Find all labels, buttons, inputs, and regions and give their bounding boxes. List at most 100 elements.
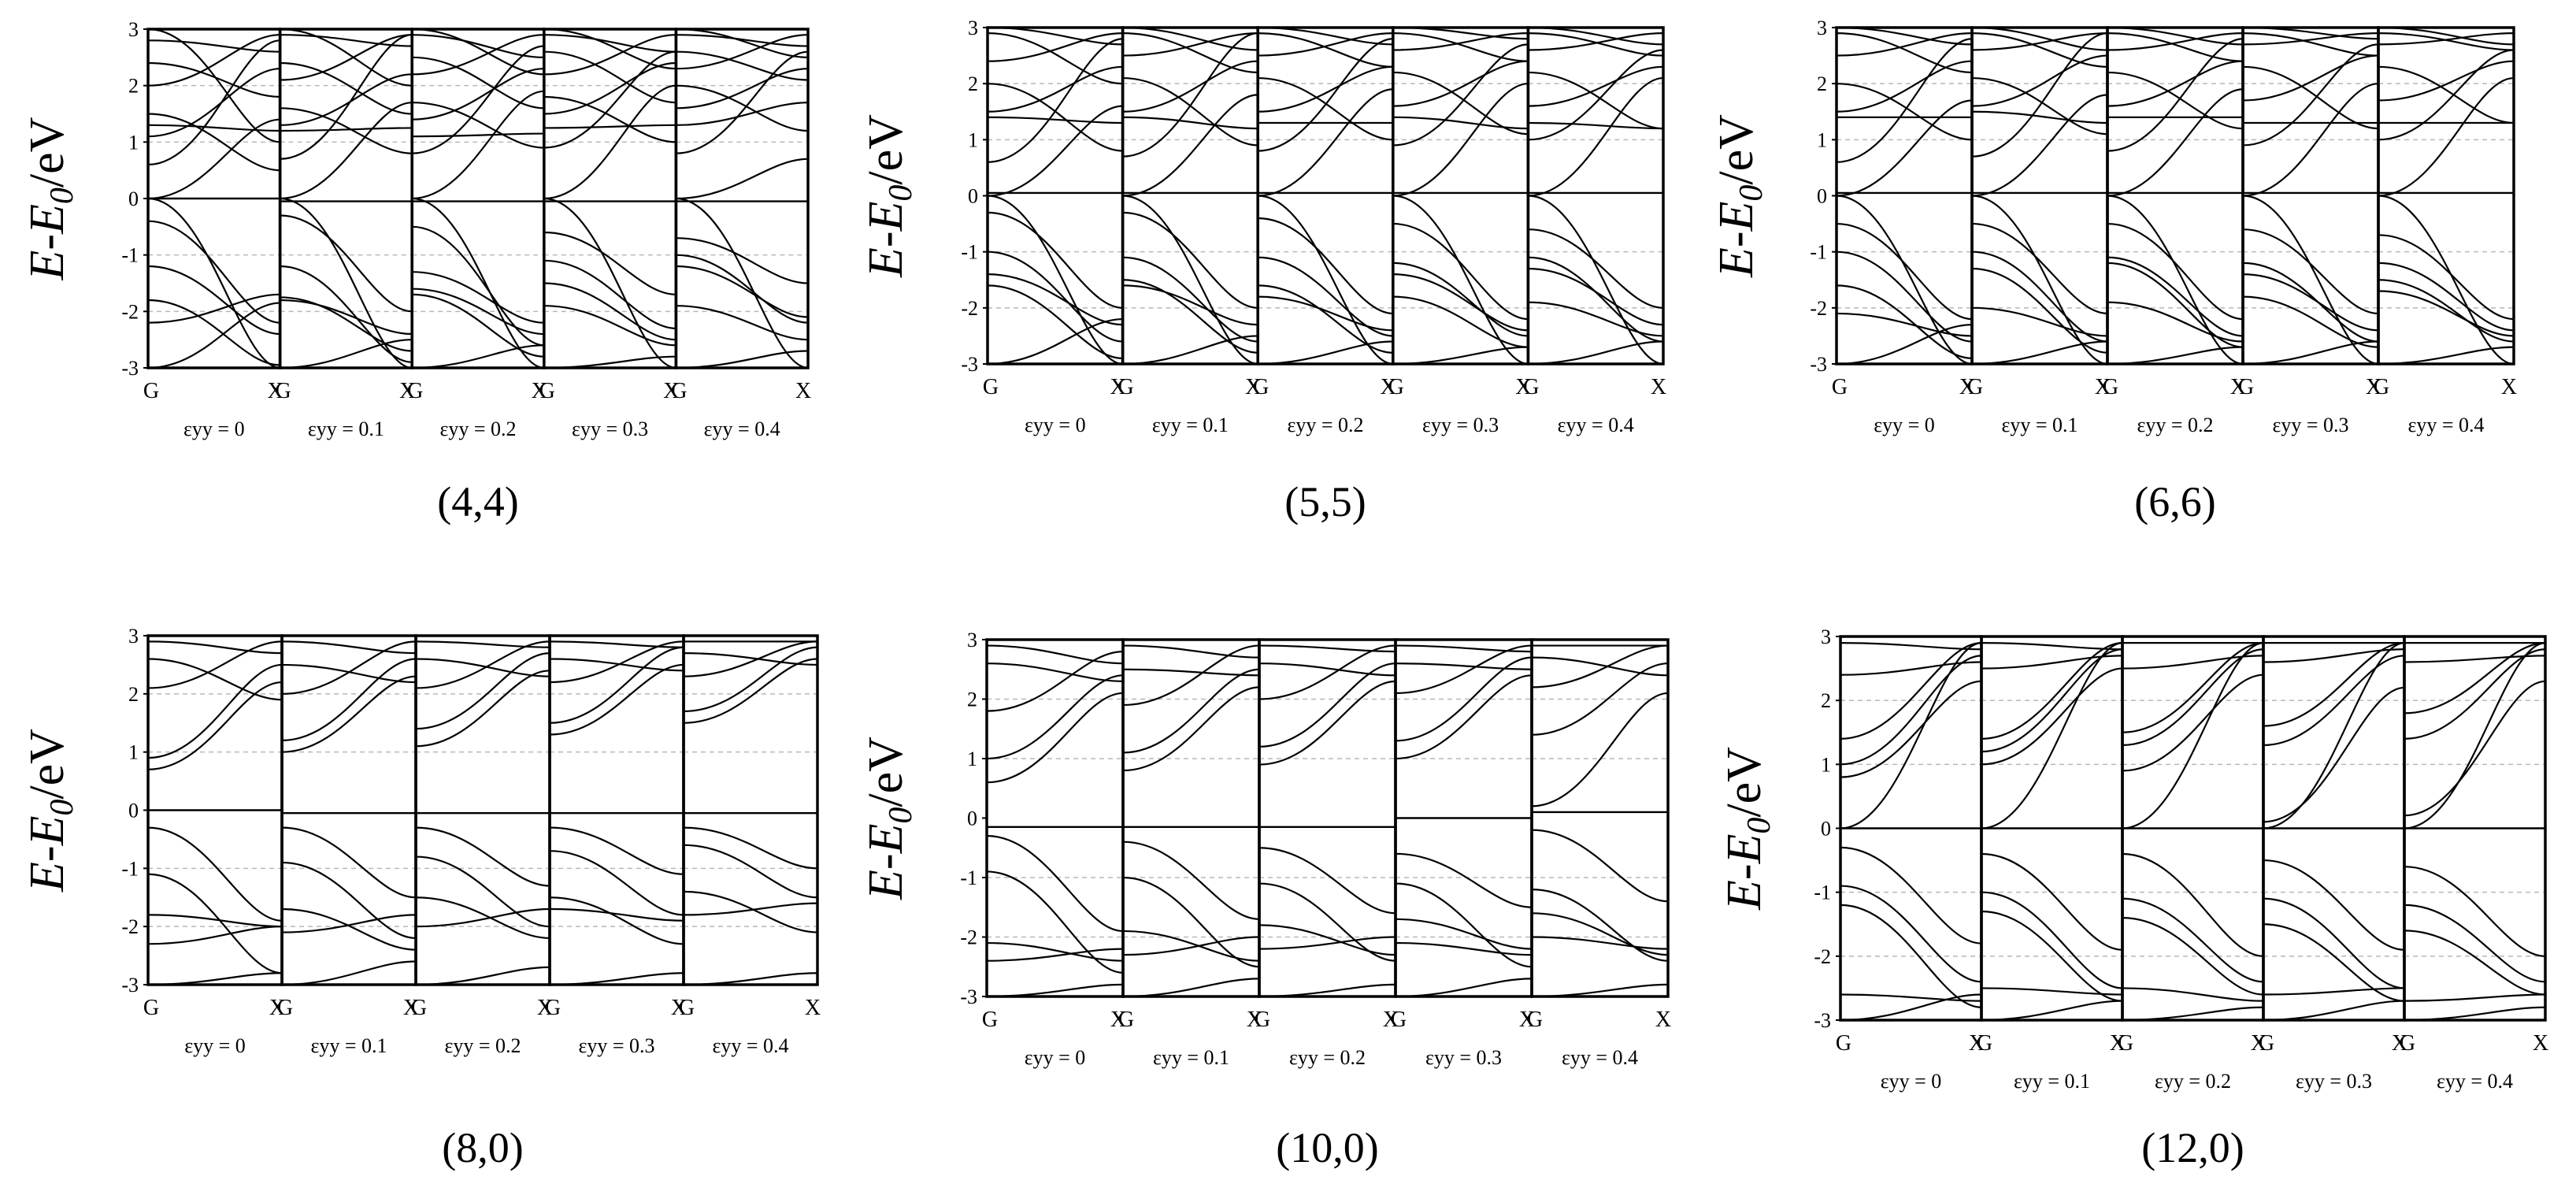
- band-lines: [988, 28, 1123, 364]
- band-line: [2404, 642, 2545, 714]
- band-line: [2107, 301, 2243, 343]
- band-line: [550, 646, 684, 724]
- band-line: [282, 675, 416, 753]
- band-line: [280, 34, 413, 47]
- k-label-end: X: [1519, 1008, 1535, 1032]
- band-line: [2107, 195, 2243, 364]
- y-axis-label-unit: /eV: [20, 117, 74, 187]
- band-line: [412, 45, 544, 154]
- k-label-start: G: [1836, 1031, 1851, 1056]
- band-line: [1123, 841, 1259, 920]
- band-line: [2404, 993, 2545, 1002]
- y-tick-label: -3: [960, 985, 977, 1008]
- y-tick-label: -1: [121, 857, 139, 880]
- band-line: [1837, 60, 1972, 113]
- band-line: [1258, 88, 1393, 197]
- k-label-end: X: [1381, 375, 1396, 399]
- y-tick-label: 2: [128, 75, 139, 98]
- band-line: [1981, 667, 2122, 766]
- band-line: [148, 118, 280, 200]
- band-line: [543, 34, 676, 76]
- band-line: [1837, 312, 1972, 337]
- band-line: [1395, 852, 1532, 908]
- band-line: [543, 61, 676, 115]
- band-line: [1392, 28, 1529, 40]
- band-line: [148, 265, 280, 336]
- k-label-start: G: [143, 996, 159, 1020]
- band-line: [676, 50, 809, 81]
- k-label-start: G: [2103, 375, 2118, 399]
- band-line: [280, 73, 413, 126]
- k-label-start: G: [1253, 375, 1269, 399]
- k-label-end: X: [1515, 375, 1531, 399]
- band-line: [684, 972, 817, 985]
- band-line: [676, 237, 809, 284]
- k-label-start: G: [1967, 375, 1983, 399]
- band-line: [1392, 60, 1529, 107]
- k-label-start: G: [411, 996, 427, 1020]
- k-label-start: G: [983, 375, 999, 399]
- k-label-end: X: [537, 996, 553, 1020]
- band-line: [1972, 251, 2107, 343]
- band-line: [988, 116, 1123, 124]
- y-axis-label-subscript: 0: [1741, 818, 1777, 834]
- y-tick-label: 2: [128, 683, 139, 706]
- band-line: [1122, 195, 1258, 364]
- band-line: [148, 197, 280, 368]
- panel-title: (6,6): [2134, 478, 2215, 525]
- band-line: [148, 914, 282, 928]
- band-line: [1981, 648, 2122, 753]
- band-line: [1122, 256, 1258, 343]
- subpanel-frame: [1526, 26, 1665, 366]
- band-line: [1258, 284, 1393, 354]
- band-line: [280, 197, 413, 368]
- band-line: [1840, 655, 1981, 766]
- strain-label: εyy = 0.4: [712, 1034, 788, 1057]
- band-line: [412, 225, 544, 347]
- band-line: [684, 844, 817, 899]
- band-line: [1123, 668, 1259, 677]
- band-line: [280, 107, 413, 154]
- band-line: [412, 132, 544, 138]
- strain-label: εyy = 0: [183, 418, 245, 440]
- band-line: [676, 197, 809, 368]
- y-axis-label-subscript: 0: [883, 807, 919, 824]
- band-lines: [2404, 642, 2545, 1020]
- band-line: [1258, 340, 1393, 364]
- k-label-start: G: [1388, 375, 1404, 399]
- band-line: [1392, 273, 1529, 332]
- band-line: [543, 259, 676, 329]
- band-line: [2107, 88, 2243, 197]
- band-line: [1972, 32, 2107, 158]
- panel-title: (12,0): [2141, 1124, 2244, 1171]
- band-lines: [1532, 644, 1668, 996]
- band-line: [988, 284, 1123, 359]
- y-tick-label: 3: [968, 17, 978, 39]
- band-line: [2263, 686, 2404, 823]
- k-label-start: G: [2259, 1031, 2274, 1056]
- k-label-end: X: [671, 996, 687, 1020]
- k-label-end: X: [1245, 375, 1261, 399]
- band-line: [1840, 642, 1981, 651]
- band-line: [1392, 116, 1529, 130]
- band-line: [1840, 904, 1981, 1008]
- band-line: [1532, 644, 1668, 688]
- y-tick-label: 1: [128, 741, 139, 764]
- band-line: [543, 95, 676, 143]
- band-line: [1259, 662, 1395, 748]
- strain-label: εyy = 0.2: [1289, 1046, 1366, 1069]
- band-lines: [1840, 642, 1981, 1020]
- y-tick-label: 1: [1821, 753, 1831, 776]
- band-line: [2378, 32, 2514, 51]
- band-line: [1392, 71, 1529, 135]
